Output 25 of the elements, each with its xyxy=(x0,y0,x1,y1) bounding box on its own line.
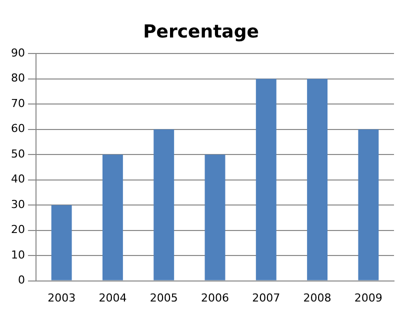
bar xyxy=(51,205,72,280)
bar xyxy=(102,154,123,280)
x-tick-label: 2007 xyxy=(252,291,280,304)
y-tick-label: 60 xyxy=(10,122,25,136)
x-tick-label: 2005 xyxy=(150,291,178,304)
y-tick-label: 80 xyxy=(10,72,25,85)
x-tick-label: 2006 xyxy=(201,291,229,304)
bar xyxy=(307,78,328,280)
x-tick-label: 2004 xyxy=(98,291,127,304)
bar xyxy=(154,129,174,280)
y-tick-label: 20 xyxy=(10,223,25,236)
bar xyxy=(256,78,276,280)
y-tick-label: 10 xyxy=(10,248,25,262)
x-tick-label: 2009 xyxy=(354,291,382,304)
bar xyxy=(358,129,379,280)
x-tick-label: 2003 xyxy=(48,291,76,304)
y-tick-label: 50 xyxy=(10,147,25,160)
x-tick-label: 2008 xyxy=(303,291,332,304)
y-tick-label: 70 xyxy=(10,96,25,110)
y-tick-label: 0 xyxy=(18,274,25,287)
y-tick-label: 90 xyxy=(10,46,25,60)
chart-title: Percentage xyxy=(143,21,259,42)
y-tick-label: 40 xyxy=(10,172,25,186)
y-tick-label: 30 xyxy=(10,198,25,211)
bar xyxy=(204,154,226,280)
